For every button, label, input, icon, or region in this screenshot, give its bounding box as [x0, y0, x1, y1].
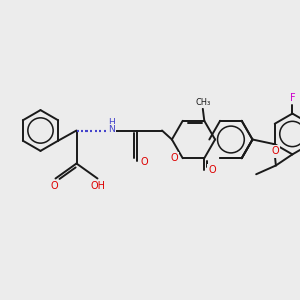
Text: O: O	[50, 181, 58, 191]
Text: O: O	[170, 153, 178, 163]
Text: F: F	[290, 93, 295, 103]
Text: CH₃: CH₃	[195, 98, 210, 107]
Text: O: O	[271, 146, 279, 157]
Text: O: O	[208, 165, 216, 175]
Text: OH: OH	[91, 181, 106, 191]
Text: N: N	[108, 125, 115, 134]
Text: H: H	[108, 118, 115, 127]
Text: O: O	[140, 157, 148, 167]
